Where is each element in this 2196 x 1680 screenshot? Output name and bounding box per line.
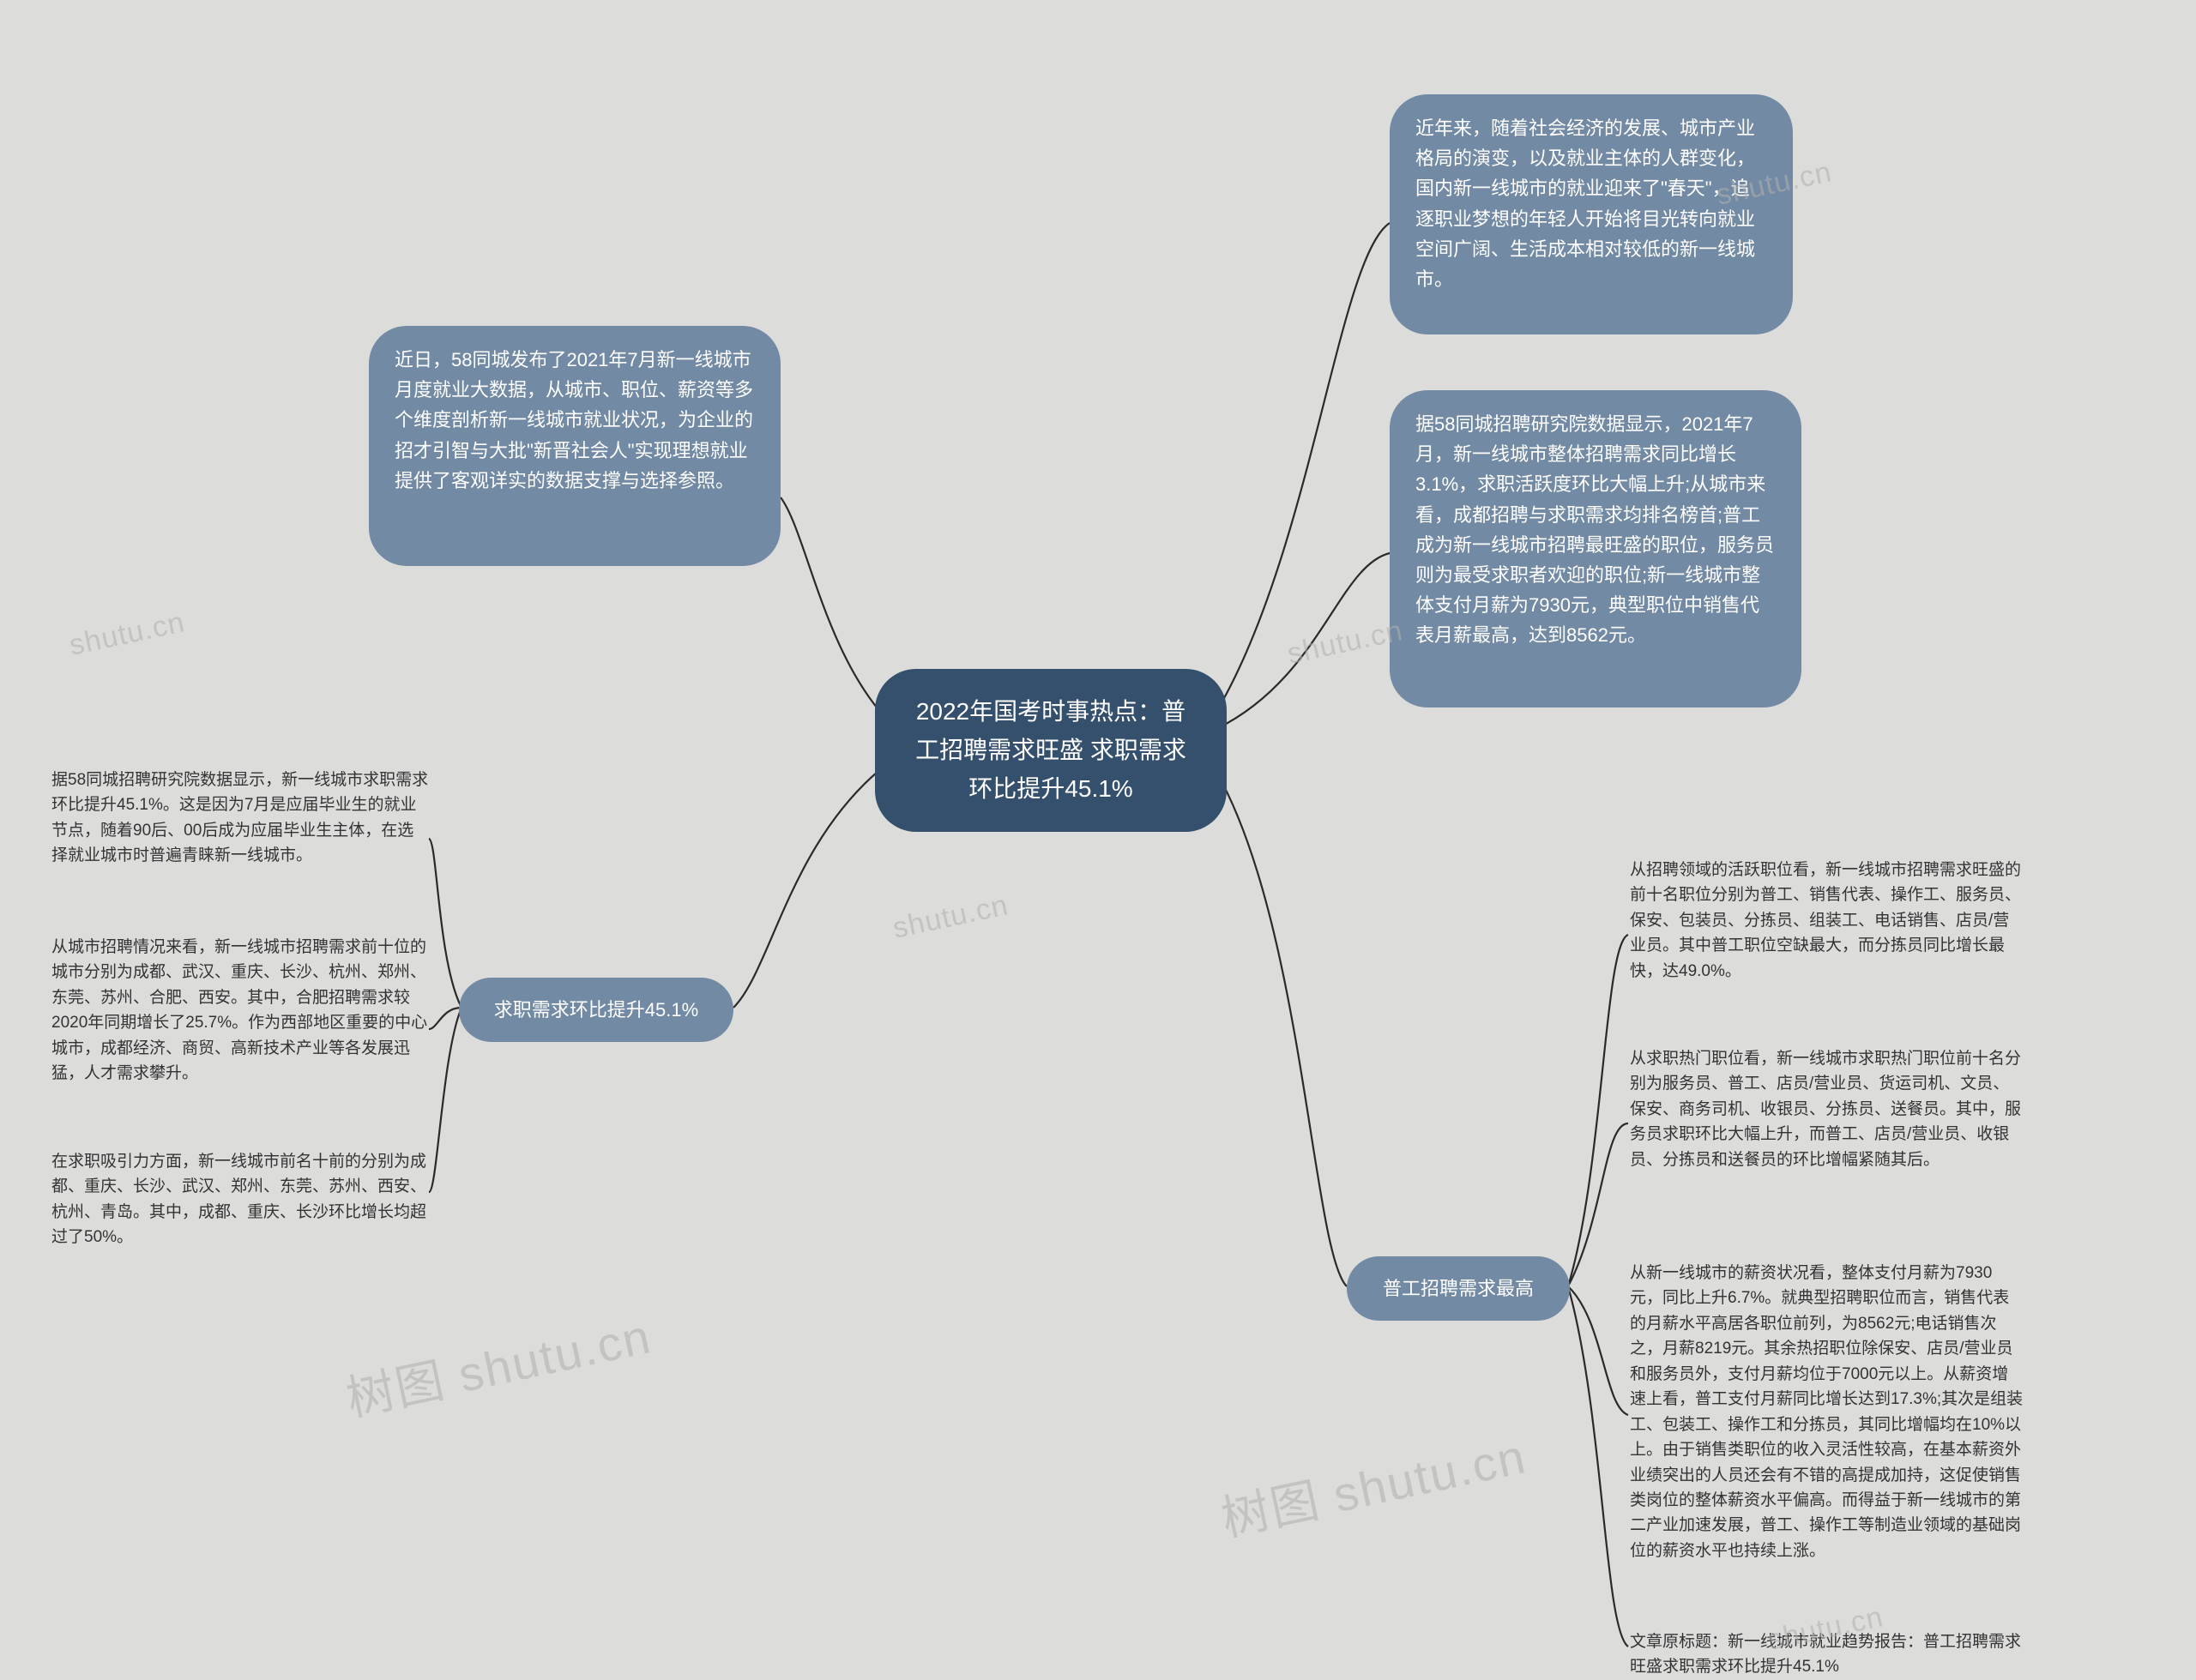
watermark: shutu.cn bbox=[890, 888, 1011, 946]
branch-label: 近日，58同城发布了2021年7月新一线城市月度就业大数据，从城市、职位、薪资等… bbox=[395, 349, 753, 491]
watermark: shutu.cn bbox=[1284, 614, 1406, 671]
mindmap-edge bbox=[1568, 1123, 1628, 1286]
mindmap-edge bbox=[429, 1008, 462, 1029]
mindmap-edge bbox=[429, 1008, 462, 1192]
mindmap-edge bbox=[1568, 935, 1628, 1286]
watermark: shutu.cn bbox=[66, 605, 188, 663]
mindmap-root-node[interactable]: 2022年国考时事热点：普工招聘需求旺盛 求职需求环比提升45.1% bbox=[875, 669, 1227, 832]
mindmap-leaf-node: 从求职热门职位看，新一线城市求职热门职位前十名分别为服务员、普工、店员/营业员、… bbox=[1630, 1046, 2024, 1172]
leaf-text: 从求职热门职位看，新一线城市求职热门职位前十名分别为服务员、普工、店员/营业员、… bbox=[1630, 1050, 2021, 1169]
mindmap-edge bbox=[1568, 1286, 1628, 1647]
mindmap-branch-node[interactable]: 据58同城招聘研究院数据显示，2021年7月，新一线城市整体招聘需求同比增长3.… bbox=[1390, 390, 1801, 708]
mindmap-edge bbox=[1216, 223, 1390, 712]
mindmap-edge bbox=[781, 497, 888, 720]
watermark: 树图 shutu.cn bbox=[340, 1298, 657, 1430]
branch-label: 求职需求环比提升45.1% bbox=[494, 999, 698, 1021]
watermark: 树图 shutu.cn bbox=[1215, 1418, 1532, 1550]
mindmap-branch-node[interactable]: 普工招聘需求最高 bbox=[1347, 1256, 1570, 1321]
mindmap-edge bbox=[429, 839, 462, 1008]
leaf-text: 文章原标题：新一线城市就业趋势报告：普工招聘需求旺盛求职需求环比提升45.1% bbox=[1630, 1633, 2021, 1676]
root-label: 2022年国考时事热点：普工招聘需求旺盛 求职需求环比提升45.1% bbox=[915, 698, 1186, 802]
leaf-text: 从城市招聘情况来看，新一线城市招聘需求前十位的城市分别为成都、武汉、重庆、长沙、… bbox=[51, 938, 427, 1082]
mindmap-leaf-node: 从新一线城市的薪资状况看，整体支付月薪为7930元，同比上升6.7%。就典型招聘… bbox=[1630, 1261, 2024, 1563]
branch-label: 近年来，随着社会经济的发展、城市产业格局的演变，以及就业主体的人群变化，国内新一… bbox=[1415, 117, 1755, 290]
mindmap-leaf-node: 从招聘领域的活跃职位看，新一线城市招聘需求旺盛的前十名职位分别为普工、销售代表、… bbox=[1630, 858, 2024, 984]
mindmap-branch-node[interactable]: 近日，58同城发布了2021年7月新一线城市月度就业大数据，从城市、职位、薪资等… bbox=[369, 326, 781, 566]
mindmap-leaf-node: 在求职吸引力方面，新一线城市前名十前的分别为成都、重庆、长沙、武汉、郑州、东莞、… bbox=[51, 1149, 429, 1250]
mindmap-edge bbox=[1216, 553, 1390, 729]
mindmap-edge bbox=[1568, 1286, 1628, 1415]
branch-label: 普工招聘需求最高 bbox=[1383, 1278, 1534, 1299]
mindmap-edge bbox=[1216, 772, 1347, 1286]
branch-label: 据58同城招聘研究院数据显示，2021年7月，新一线城市整体招聘需求同比增长3.… bbox=[1415, 413, 1774, 646]
leaf-text: 在求职吸引力方面，新一线城市前名十前的分别为成都、重庆、长沙、武汉、郑州、东莞、… bbox=[51, 1153, 426, 1246]
mindmap-leaf-node: 从城市招聘情况来看，新一线城市招聘需求前十位的城市分别为成都、武汉、重庆、长沙、… bbox=[51, 935, 429, 1087]
mindmap-branch-node[interactable]: 求职需求环比提升45.1% bbox=[459, 978, 733, 1042]
mindmap-leaf-node: 据58同城招聘研究院数据显示，新一线城市求职需求环比提升45.1%。这是因为7月… bbox=[51, 768, 429, 869]
mindmap-branch-node[interactable]: 近年来，随着社会经济的发展、城市产业格局的演变，以及就业主体的人群变化，国内新一… bbox=[1390, 94, 1793, 334]
mindmap-leaf-node: 文章原标题：新一线城市就业趋势报告：普工招聘需求旺盛求职需求环比提升45.1% bbox=[1630, 1629, 2024, 1680]
leaf-text: 据58同城招聘研究院数据显示，新一线城市求职需求环比提升45.1%。这是因为7月… bbox=[51, 771, 428, 864]
mindmap-edge bbox=[733, 763, 888, 1008]
leaf-text: 从招聘领域的活跃职位看，新一线城市招聘需求旺盛的前十名职位分别为普工、销售代表、… bbox=[1630, 861, 2021, 980]
leaf-text: 从新一线城市的薪资状况看，整体支付月薪为7930元，同比上升6.7%。就典型招聘… bbox=[1630, 1264, 2023, 1560]
